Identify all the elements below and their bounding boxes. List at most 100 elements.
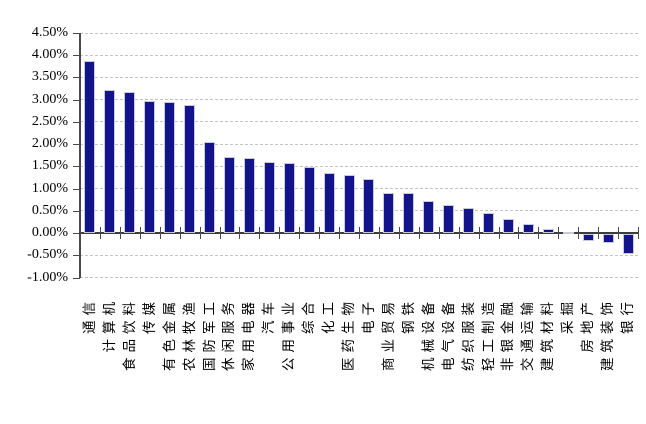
y-axis-tick <box>73 166 80 168</box>
x-axis-tick <box>618 227 620 240</box>
bar-休闲服务 <box>223 156 235 234</box>
y-axis-tick-label: 3.50% <box>31 69 68 85</box>
x-axis-tick <box>598 227 600 240</box>
x-axis-tick <box>219 227 221 240</box>
y-axis-tick <box>73 210 80 212</box>
bar-电子 <box>363 178 375 234</box>
gridline <box>80 277 638 278</box>
x-axis-tick <box>578 227 580 240</box>
x-axis-label-传媒: 传媒 <box>141 297 157 334</box>
x-axis-tick <box>398 227 400 240</box>
y-axis-line <box>79 33 81 278</box>
x-axis-tick <box>139 227 141 240</box>
bar-汽车 <box>263 161 275 234</box>
gridline <box>80 32 638 34</box>
y-axis-tick <box>73 188 80 190</box>
x-axis-tick <box>99 227 101 240</box>
bar-纺织服装 <box>463 207 475 234</box>
bar-钢铁 <box>403 193 415 234</box>
x-axis-tick <box>339 227 341 240</box>
bar-轻工制造 <box>483 213 495 234</box>
x-axis-label-建筑装饰: 建筑装饰 <box>600 297 616 371</box>
x-axis-tick <box>199 227 201 240</box>
x-axis-tick <box>119 227 121 240</box>
bar-医药生物 <box>343 174 355 234</box>
x-axis-label-轻工制造: 轻工制造 <box>480 297 496 371</box>
bar-综合 <box>303 167 315 234</box>
bar-家用电器 <box>243 158 255 234</box>
bar-非银金融 <box>502 219 514 234</box>
bar-国防军工 <box>204 141 216 234</box>
bar-采掘 <box>562 232 574 235</box>
x-axis-label-机械设备: 机械设备 <box>420 297 436 371</box>
x-axis-tick <box>259 227 261 240</box>
bar-食品饮料 <box>124 91 136 234</box>
gridline <box>80 99 638 101</box>
bar-化工 <box>323 172 335 234</box>
y-axis-tick-label: 4.00% <box>31 47 68 63</box>
x-axis-tick <box>418 227 420 240</box>
x-axis-tick <box>538 227 540 240</box>
bar-银行 <box>622 234 634 255</box>
y-axis-tick-label: 3.00% <box>31 91 68 107</box>
y-axis-tick-label: 1.00% <box>31 180 68 196</box>
x-axis-tick <box>179 227 181 240</box>
x-axis-label-有色金属: 有色金属 <box>161 297 177 371</box>
x-axis-label-交通运输: 交通运输 <box>520 297 536 371</box>
gridline <box>80 165 638 167</box>
bar-传媒 <box>144 101 156 234</box>
x-axis-label-计算机: 计算机 <box>101 297 117 353</box>
x-axis-label-银行: 银行 <box>620 297 636 334</box>
y-axis-tick-label: 0.00% <box>31 225 68 241</box>
y-axis-tick <box>73 277 80 279</box>
x-axis-tick <box>159 227 161 240</box>
bar-通信 <box>84 61 96 234</box>
y-axis-tick-label: 0.50% <box>31 202 68 218</box>
x-axis-line <box>79 232 638 235</box>
x-axis-tick <box>438 227 440 240</box>
bar-有色金属 <box>164 101 176 234</box>
x-axis-label-电气设备: 电气设备 <box>440 297 456 371</box>
x-axis-label-食品饮料: 食品饮料 <box>121 297 137 371</box>
x-axis-label-休闲服务: 休闲服务 <box>221 297 237 371</box>
x-axis-label-综合: 综合 <box>301 297 317 334</box>
bar-农林牧渔 <box>184 105 196 234</box>
y-axis-tick <box>73 55 80 57</box>
x-axis-label-纺织服装: 纺织服装 <box>460 297 476 371</box>
gridline <box>80 210 638 212</box>
x-axis-tick <box>638 227 639 240</box>
x-axis-tick <box>378 227 380 240</box>
gridline <box>80 54 638 56</box>
y-axis-tick <box>73 144 80 146</box>
x-axis-tick <box>359 227 360 240</box>
gridline <box>80 121 638 123</box>
x-axis-label-建筑材料: 建筑材料 <box>540 297 556 371</box>
x-axis-label-汽车: 汽车 <box>261 297 277 334</box>
x-axis-label-非银金融: 非银金融 <box>500 297 516 371</box>
x-axis-label-通信: 通信 <box>81 297 97 334</box>
x-axis-tick <box>518 227 520 240</box>
x-axis-label-商业贸易: 商业贸易 <box>380 297 396 371</box>
bar-电气设备 <box>443 205 455 234</box>
bar-交通运输 <box>522 223 534 234</box>
y-axis-tick-label: 1.50% <box>31 158 68 174</box>
y-axis-tick-label: 2.50% <box>31 113 68 129</box>
gridline <box>80 76 638 78</box>
bar-建筑装饰 <box>602 234 614 243</box>
x-axis-tick <box>239 227 241 240</box>
x-axis-label-农林牧渔: 农林牧渔 <box>181 297 197 371</box>
x-axis-label-房地产: 房地产 <box>580 297 596 353</box>
x-axis-tick <box>80 227 81 240</box>
x-axis-label-采掘: 采掘 <box>560 297 576 334</box>
x-axis-tick <box>458 227 460 240</box>
x-axis-label-钢铁: 钢铁 <box>400 297 416 334</box>
x-axis-tick <box>558 227 560 240</box>
x-axis-label-化工: 化工 <box>321 297 337 334</box>
x-axis-tick <box>498 227 500 240</box>
y-axis-tick-label: -0.50% <box>27 247 68 263</box>
bar-商业贸易 <box>383 192 395 234</box>
gridline <box>80 254 638 256</box>
y-axis-tick-label: 4.50% <box>31 25 68 40</box>
x-axis-tick <box>279 227 281 240</box>
